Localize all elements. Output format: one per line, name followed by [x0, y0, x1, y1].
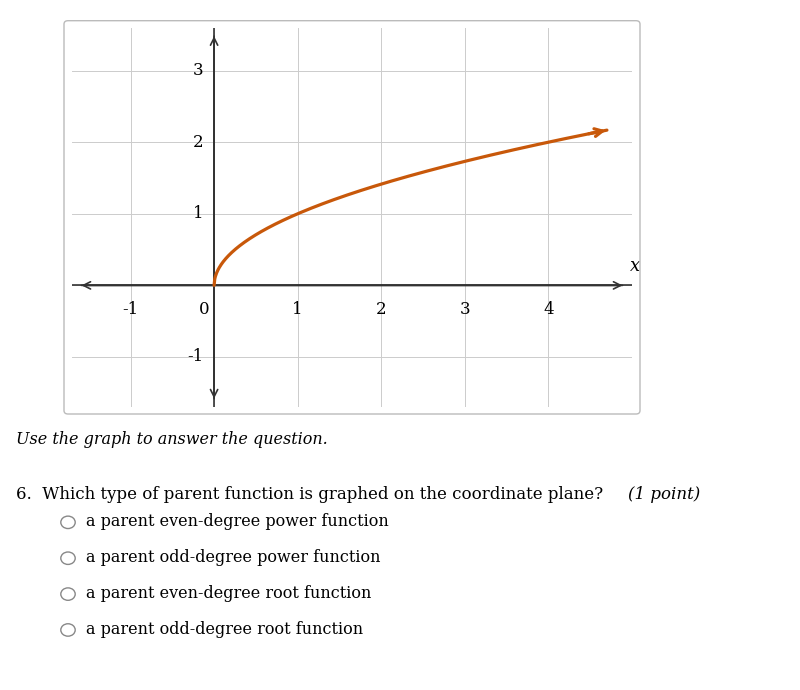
Text: 2: 2	[193, 134, 203, 150]
Text: 4: 4	[543, 301, 554, 318]
Text: 1: 1	[193, 205, 203, 222]
Text: (1 point): (1 point)	[628, 486, 700, 504]
Text: 0: 0	[198, 301, 210, 318]
Text: 3: 3	[459, 301, 470, 318]
Text: a parent even-degree power function: a parent even-degree power function	[86, 513, 388, 530]
Text: 6.  Which type of parent function is graphed on the coordinate plane?: 6. Which type of parent function is grap…	[16, 486, 614, 504]
Text: 3: 3	[193, 62, 203, 79]
Text: Use the graph to answer the question.: Use the graph to answer the question.	[16, 431, 328, 448]
Text: a parent even-degree root function: a parent even-degree root function	[86, 585, 371, 602]
Text: 1: 1	[292, 301, 303, 318]
Text: x: x	[630, 257, 640, 275]
Text: a parent odd-degree power function: a parent odd-degree power function	[86, 549, 380, 566]
Text: -1: -1	[122, 301, 138, 318]
Text: 2: 2	[376, 301, 386, 318]
Text: a parent odd-degree root function: a parent odd-degree root function	[86, 621, 362, 638]
Text: -1: -1	[187, 348, 203, 366]
